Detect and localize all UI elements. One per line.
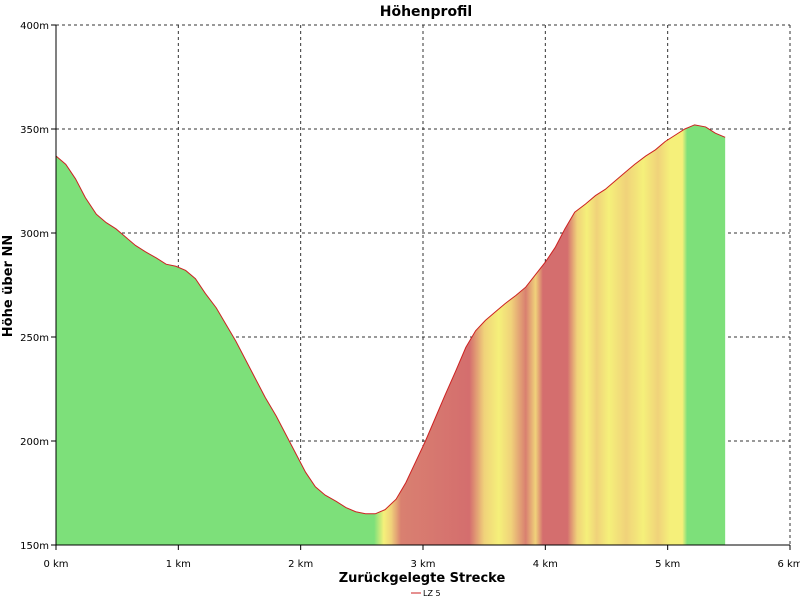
x-tick-label: 3 km <box>410 559 435 570</box>
y-tick-label: 150m <box>20 541 49 552</box>
y-tick-label: 250m <box>20 333 49 344</box>
chart-title: Höhenprofil <box>380 4 472 20</box>
x-tick-label: 1 km <box>166 559 191 570</box>
x-tick-label: 2 km <box>288 559 313 570</box>
y-tick-label: 400m <box>20 21 49 32</box>
y-tick-label: 200m <box>20 437 49 448</box>
x-tick-label: 0 km <box>43 559 68 570</box>
y-tick-label: 350m <box>20 125 49 136</box>
elevation-area <box>56 124 726 545</box>
x-tick-label: 5 km <box>655 559 680 570</box>
elevation-line <box>55 124 726 515</box>
x-axis-ticks: 0 km 1 km 2 km 3 km 4 km 5 km 6 km <box>43 545 800 570</box>
y-axis-title: Höhe über NN <box>1 235 16 337</box>
legend-label-lz5: LZ 5 <box>423 589 441 598</box>
y-tick-label: 300m <box>20 229 49 240</box>
legend: LZ 5 <box>411 589 441 598</box>
y-axis-ticks: 150m 200m 250m 300m 350m 400m <box>20 21 56 552</box>
x-axis-title: Zurückgelegte Strecke <box>339 571 506 586</box>
x-tick-label: 6 km <box>777 559 800 570</box>
x-tick-label: 4 km <box>533 559 558 570</box>
